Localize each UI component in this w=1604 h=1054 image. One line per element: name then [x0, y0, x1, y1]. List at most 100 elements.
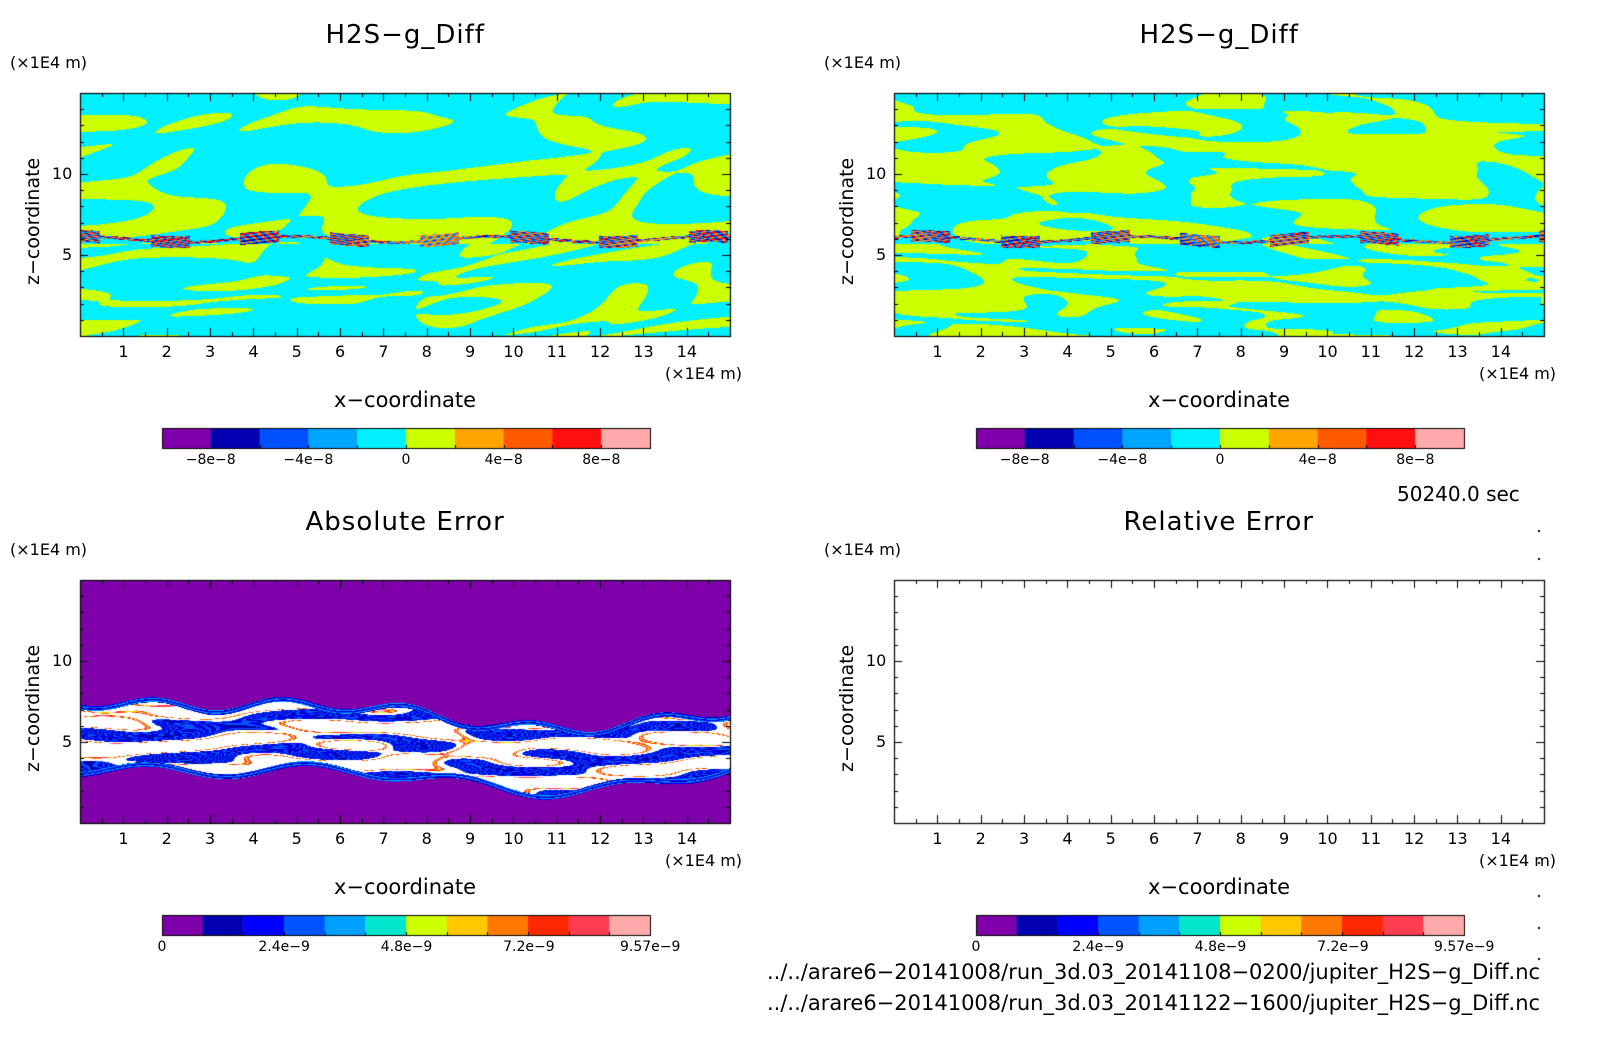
y-axis-label: z−coordinate [836, 157, 858, 285]
x-tick-label: 13 [1447, 342, 1468, 361]
x-tick-label: 8 [421, 342, 432, 361]
colorbar-tick-label: −4e−8 [283, 452, 334, 468]
x-tick-label: 11 [1360, 342, 1382, 361]
y-tick-label: 5 [62, 732, 73, 751]
x-tick-label: 13 [633, 829, 654, 848]
x-tick-label: 1 [932, 829, 943, 848]
x-tick-label: 13 [633, 342, 654, 361]
y-axis-unit: (×1E4 m) [824, 53, 902, 72]
colorbar-tick-label: 4.8e−9 [380, 939, 433, 955]
x-tick-label: 8 [1235, 342, 1246, 361]
x-axis-label: x−coordinate [1148, 875, 1291, 899]
chart-title: Relative Error [1123, 507, 1314, 537]
x-tick-label: 5 [291, 829, 302, 848]
x-tick-label: 1 [118, 342, 129, 361]
x-tick-label: 7 [1192, 829, 1203, 848]
x-tick-label: 7 [378, 829, 389, 848]
x-tick-label: 4 [248, 342, 259, 361]
x-tick-label: 14 [1490, 342, 1512, 361]
x-tick-label: 2 [975, 342, 986, 361]
x-tick-label: 3 [205, 342, 216, 361]
x-tick-label: 12 [590, 829, 611, 848]
y-tick-label: 5 [876, 245, 887, 264]
chart-title: H2S−g_Diff [325, 20, 485, 50]
y-tick-label: 10 [866, 164, 887, 183]
y-tick-label: 10 [866, 651, 887, 670]
y-axis-unit: (×1E4 m) [10, 540, 88, 559]
colorbar-tick-label: −4e−8 [1097, 452, 1148, 468]
x-tick-label: 12 [1404, 342, 1425, 361]
x-tick-label: 12 [1404, 829, 1425, 848]
x-tick-label: 2 [161, 829, 172, 848]
x-tick-label: 10 [1317, 342, 1338, 361]
x-tick-label: 9 [1279, 829, 1290, 848]
time-label: 50240.0 sec [1397, 482, 1520, 506]
colorbar-tick-label: 8e−8 [582, 452, 621, 468]
y-axis-label: z−coordinate [22, 644, 44, 772]
chart-title: H2S−g_Diff [1139, 20, 1299, 50]
x-axis-unit: (×1E4 m) [1479, 364, 1557, 383]
x-tick-label: 1 [932, 342, 943, 361]
x-axis-unit: (×1E4 m) [1479, 851, 1557, 870]
x-tick-label: 4 [1062, 342, 1073, 361]
colorbar-tick-label: 2.4e−9 [258, 939, 310, 955]
file-path: ../../arare6−20141008/run_3d.03_20141122… [767, 991, 1541, 1015]
colorbar-tick-label: 4e−8 [1298, 452, 1337, 468]
x-tick-label: 10 [503, 342, 524, 361]
x-tick-label: 2 [161, 342, 172, 361]
x-tick-label: 3 [205, 829, 216, 848]
x-tick-label: 8 [1235, 829, 1246, 848]
colorbar-tick-label: 0 [401, 452, 411, 468]
x-tick-label: 11 [546, 342, 568, 361]
x-tick-label: 6 [335, 342, 346, 361]
x-tick-label: 14 [676, 342, 698, 361]
y-axis-label: z−coordinate [22, 157, 44, 285]
chart-title: Absolute Error [305, 507, 505, 537]
x-axis-label: x−coordinate [334, 875, 477, 899]
x-tick-label: 6 [335, 829, 346, 848]
x-tick-label: 4 [1062, 829, 1073, 848]
colorbar-tick-label: −8e−8 [185, 452, 236, 468]
x-axis-unit: (×1E4 m) [665, 364, 743, 383]
x-tick-label: 10 [1317, 829, 1338, 848]
colorbar-tick-label: −8e−8 [999, 452, 1050, 468]
x-tick-label: 14 [1490, 829, 1512, 848]
x-tick-label: 9 [465, 829, 476, 848]
colorbar-tick-label: 8e−8 [1396, 452, 1435, 468]
x-tick-label: 13 [1447, 829, 1468, 848]
x-tick-label: 3 [1019, 829, 1030, 848]
colorbar-tick-label: 0 [157, 939, 167, 955]
colorbar-tick-label: 4e−8 [484, 452, 523, 468]
x-tick-label: 3 [1019, 342, 1030, 361]
x-tick-label: 5 [1105, 829, 1116, 848]
colorbar-tick-label: 7.2e−9 [503, 939, 555, 955]
x-tick-label: 9 [465, 342, 476, 361]
x-tick-label: 7 [378, 342, 389, 361]
x-tick-label: 10 [503, 829, 524, 848]
x-tick-label: 9 [1279, 342, 1290, 361]
x-tick-label: 12 [590, 342, 611, 361]
colorbar-tick-label: 0 [1215, 452, 1225, 468]
x-tick-label: 6 [1149, 829, 1160, 848]
x-tick-label: 4 [248, 829, 259, 848]
colorbar-tick-label: 2.4e−9 [1072, 939, 1124, 955]
x-tick-label: 2 [975, 829, 986, 848]
x-tick-label: 14 [676, 829, 698, 848]
x-tick-label: 6 [1149, 342, 1160, 361]
file-path: ../../arare6−20141008/run_3d.03_20141108… [767, 960, 1541, 984]
x-tick-label: 7 [1192, 342, 1203, 361]
y-tick-label: 10 [52, 651, 73, 670]
y-axis-unit: (×1E4 m) [824, 540, 902, 559]
y-axis-label: z−coordinate [836, 644, 858, 772]
x-axis-unit: (×1E4 m) [665, 851, 743, 870]
y-tick-label: 5 [62, 245, 73, 264]
y-tick-label: 10 [52, 164, 73, 183]
colorbar-tick-label: 9.57e−9 [1434, 939, 1495, 955]
colorbar-tick-label: 4.8e−9 [1194, 939, 1247, 955]
colorbar-tick-label: 7.2e−9 [1317, 939, 1369, 955]
y-tick-label: 5 [876, 732, 887, 751]
x-axis-label: x−coordinate [1148, 388, 1291, 412]
colorbar-tick-label: 0 [971, 939, 981, 955]
x-tick-label: 5 [1105, 342, 1116, 361]
x-tick-label: 11 [546, 829, 568, 848]
